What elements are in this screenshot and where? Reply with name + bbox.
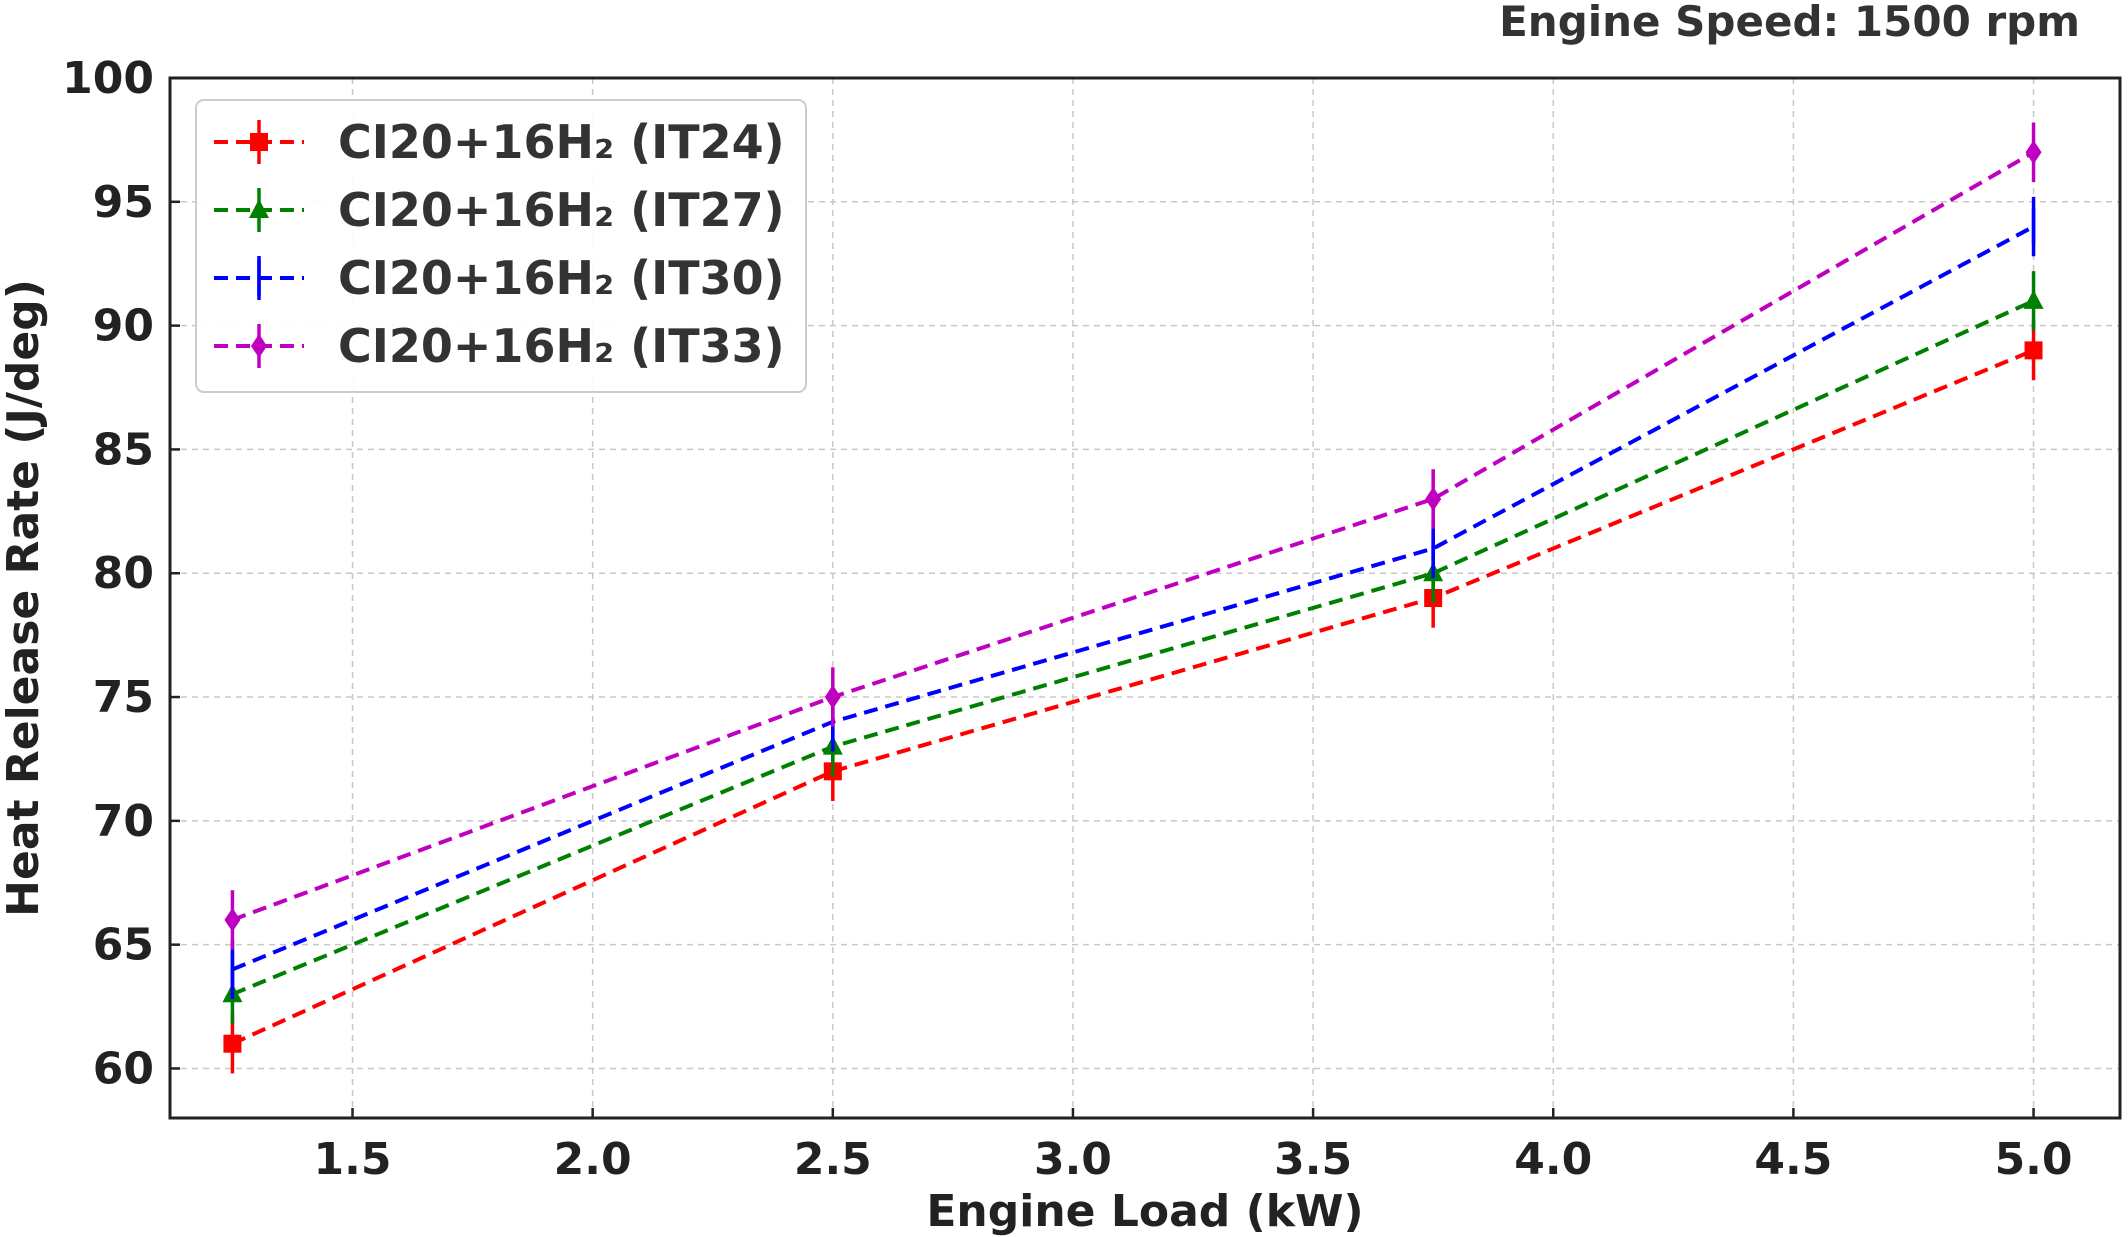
x-tick-label: 4.5: [1754, 1134, 1832, 1185]
data-point-triangle: [2023, 289, 2044, 309]
data-point-triangle: [249, 199, 269, 218]
data-point-square: [223, 1034, 242, 1053]
axis-ticks: 1.5 2.0 2.5 3.0 3.5 4.0 4.5 5.0 60 65 70 75 80 85 90 95…: [62, 53, 2072, 1185]
legend-label: CI20+16H₂ (IT24): [338, 115, 785, 169]
series-line: [231, 299, 2035, 997]
series-lines: [222, 122, 2044, 1074]
y-tick-label: 100: [62, 53, 154, 104]
legend-label: CI20+16H₂ (IT33): [338, 319, 785, 373]
y-tick-label: 85: [93, 424, 154, 475]
data-point-square: [250, 133, 268, 151]
data-point-diamond: [1425, 486, 1442, 511]
y-tick-label: 60: [93, 1043, 154, 1094]
x-tick-label: 3.5: [1274, 1134, 1352, 1185]
data-point-diamond: [824, 685, 841, 710]
y-tick-label: 65: [93, 920, 154, 971]
series-3: [224, 122, 2042, 950]
legend-label: CI20+16H₂ (IT30): [338, 251, 785, 305]
x-tick-label: 4.0: [1514, 1134, 1592, 1185]
series-line: [231, 150, 2035, 922]
data-point-diamond: [2025, 140, 2042, 165]
x-tick-label: 2.0: [554, 1134, 632, 1185]
y-tick-label: 80: [93, 548, 154, 599]
x-axis-label: Engine Load (kW): [926, 1186, 1363, 1237]
data-point-diamond: [251, 334, 267, 358]
y-tick-label: 90: [93, 301, 154, 352]
plot-frame: [168, 76, 2122, 1120]
x-tick-label: 3.0: [1034, 1134, 1112, 1185]
grid: [170, 77, 2120, 1118]
legend: CI20+16H₂ (IT24) CI20+16H₂ (IT27) CI20+16H…: [195, 99, 807, 393]
y-axis-label: Heat Release Rate (J/deg): [0, 279, 49, 917]
legend-frame: [195, 99, 807, 393]
legend-label: CI20+16H₂ (IT27): [338, 183, 785, 237]
y-tick-label: 70: [93, 796, 154, 847]
series-line: [231, 348, 2035, 1046]
data-point-diamond: [224, 907, 241, 932]
x-tick-label: 5.0: [1995, 1134, 2073, 1185]
data-point-square: [2024, 341, 2043, 360]
series-line: [231, 224, 2035, 972]
x-tick-label: 1.5: [314, 1134, 392, 1185]
legend-entry: CI20+16H₂ (IT27): [214, 183, 785, 237]
y-tick-label: 95: [93, 177, 154, 228]
y-tick-label: 75: [93, 672, 154, 723]
series-0: [223, 320, 2043, 1074]
chart-title: Engine Speed: 1500 rpm: [1499, 0, 2080, 46]
legend-entry: CI20+16H₂ (IT30): [214, 251, 785, 305]
legend-entry: CI20+16H₂ (IT33): [214, 319, 785, 373]
x-tick-label: 2.5: [794, 1134, 872, 1185]
legend-entry: CI20+16H₂ (IT24): [214, 115, 785, 169]
